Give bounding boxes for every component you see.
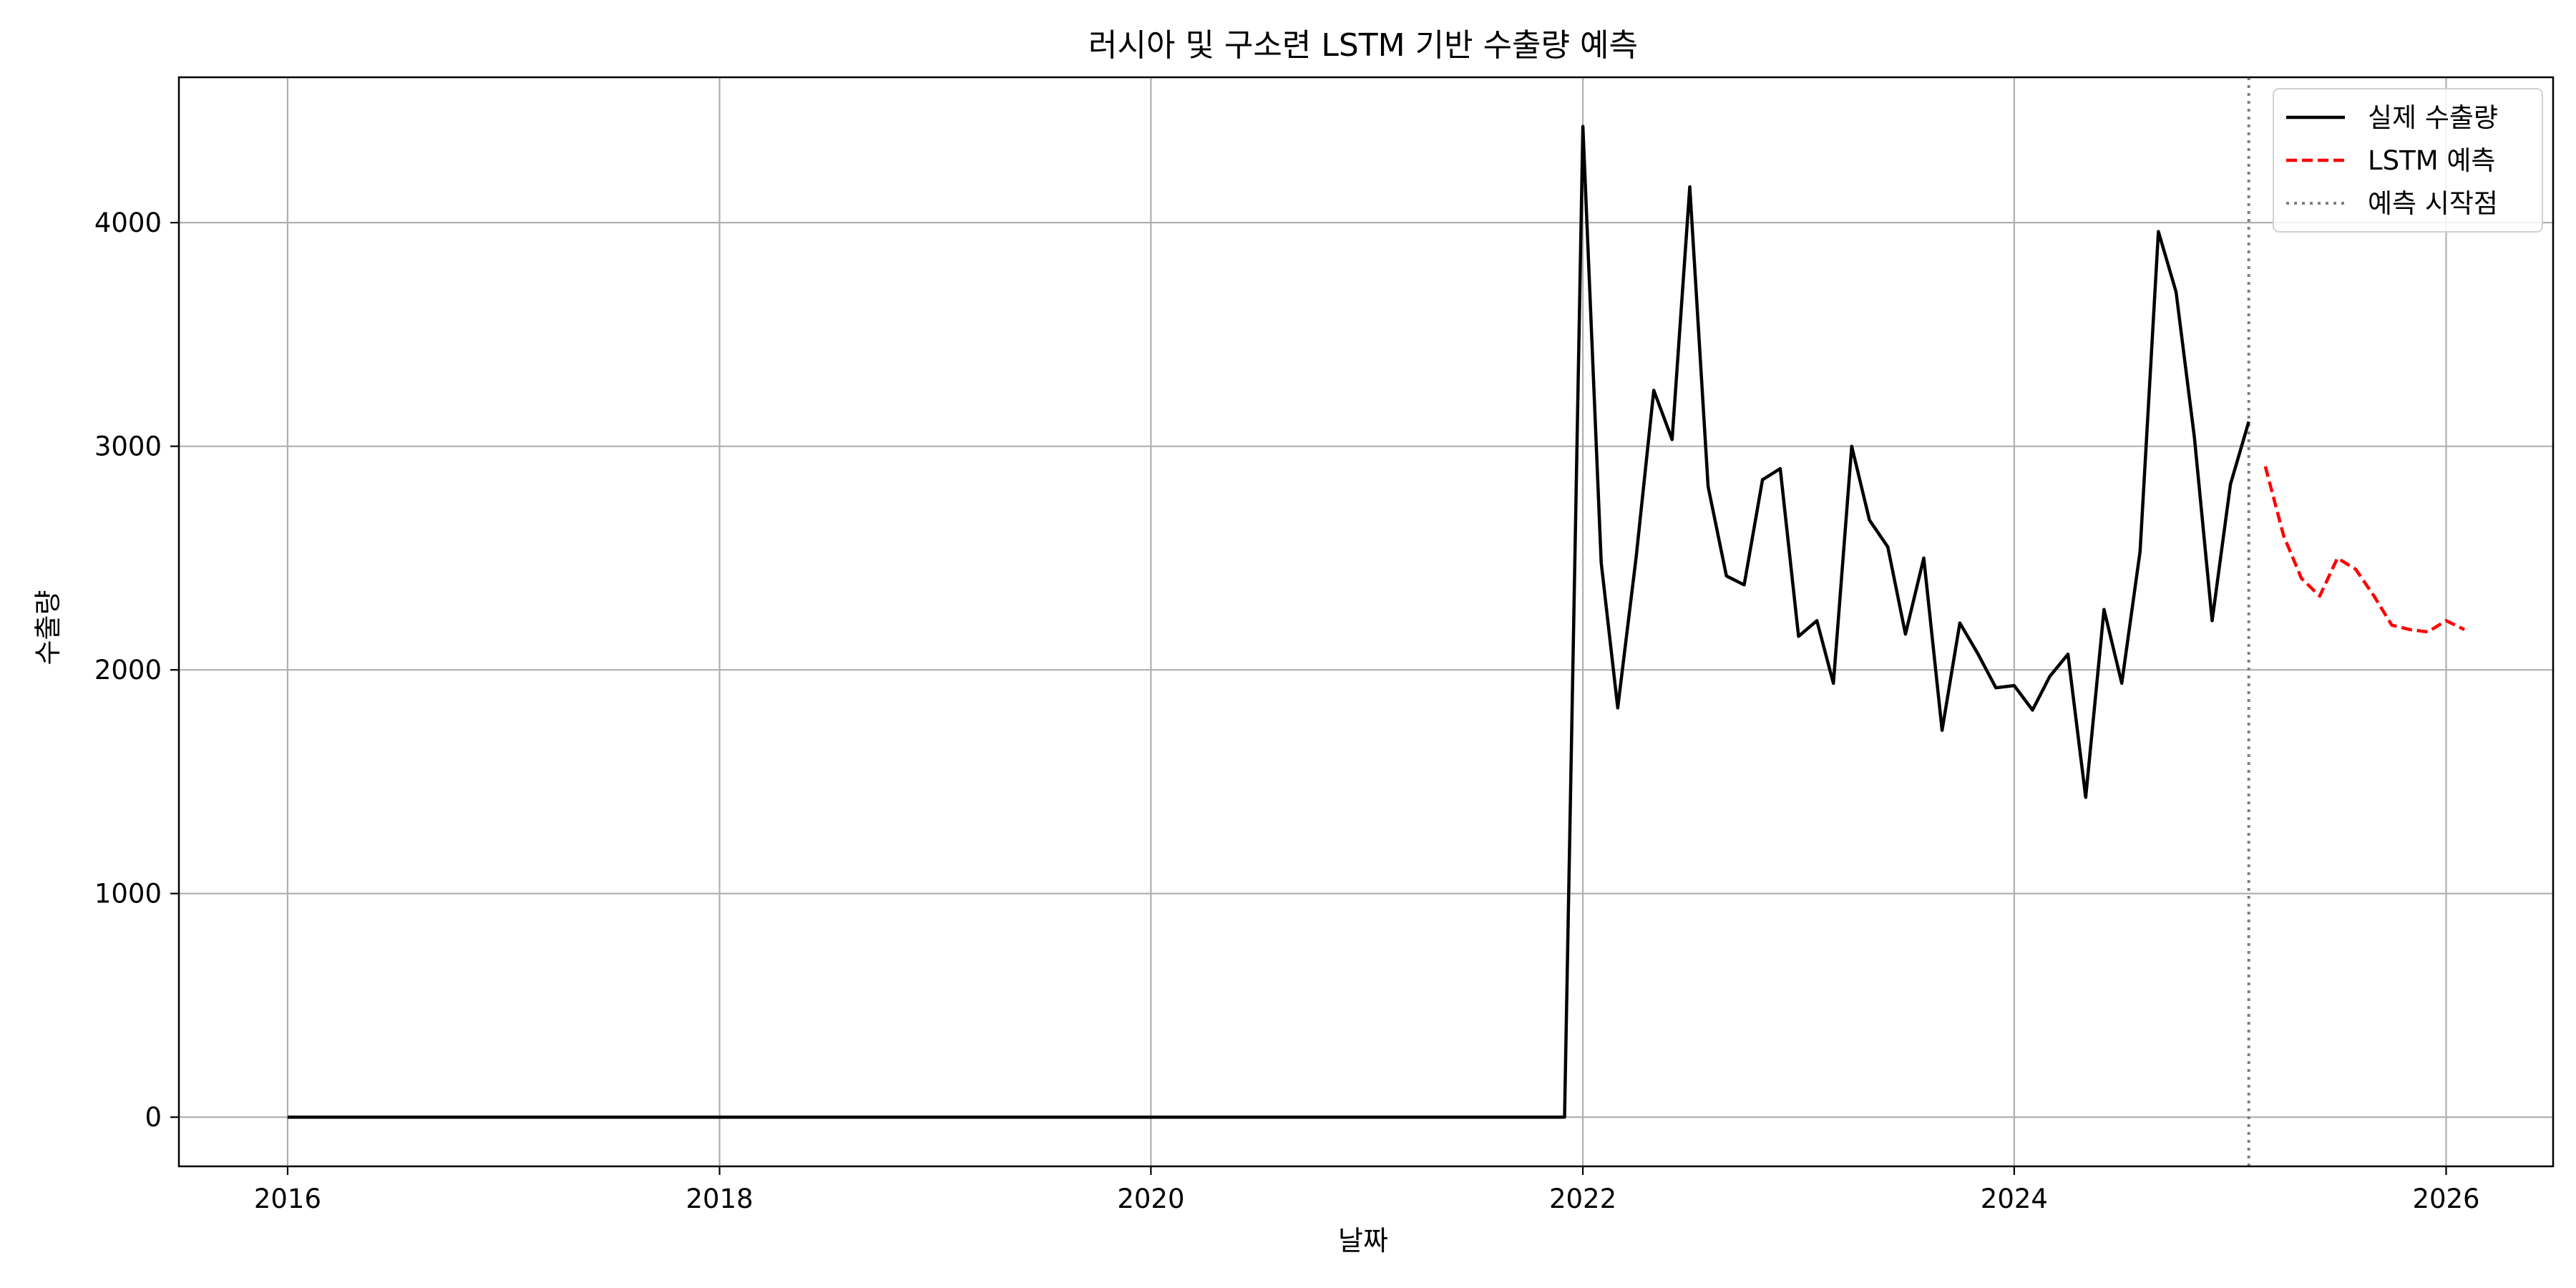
x-tick-label: 2024	[1981, 1184, 2048, 1214]
x-tick-label: 2018	[686, 1184, 753, 1214]
lstm-forecast-line	[2263, 466, 2466, 634]
plot-frame	[177, 76, 2555, 1168]
legend-forecast-label: LSTM 예측	[2368, 145, 2495, 176]
x-tick-label: 2020	[1117, 1184, 1184, 1214]
x-tick-label: 2026	[2412, 1184, 2479, 1214]
y-tick-label: 4000	[94, 208, 162, 238]
legend-forecast-start-label: 예측 시작점	[2368, 188, 2498, 219]
chart-title: 러시아 및 구소련 LSTM 기반 수출량 예측	[1088, 27, 1638, 64]
y-axis-label: 수출량	[32, 590, 64, 665]
y-tick-label: 2000	[94, 655, 162, 686]
y-tick-label: 1000	[94, 879, 162, 909]
y-tick-label: 3000	[94, 431, 162, 462]
legend-box	[2273, 88, 2543, 233]
legend-actual-label: 실제 수출량	[2368, 102, 2498, 133]
x-tick-label: 2016	[254, 1184, 321, 1214]
axis-ticks: 2016 2018 2020 2022 2024 2026 0 1000 2000 3000 400…	[94, 208, 2480, 1214]
series-lines	[287, 125, 2466, 1119]
x-axis-label: 날짜	[1338, 1225, 1388, 1257]
actual-exports-line	[287, 125, 2250, 1119]
y-tick-label: 0	[145, 1102, 162, 1133]
grid-lines	[179, 77, 2553, 1166]
x-tick-label: 2022	[1549, 1184, 1616, 1214]
